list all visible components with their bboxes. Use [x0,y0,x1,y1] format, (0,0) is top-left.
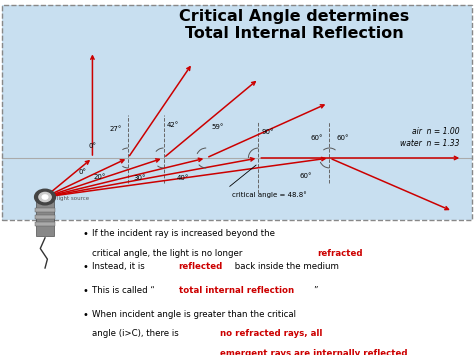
Text: air  n = 1.00: air n = 1.00 [412,127,460,136]
Text: 0°: 0° [89,143,96,149]
Text: This is called “: This is called “ [92,286,155,295]
Circle shape [35,189,55,205]
Text: 90°: 90° [262,129,274,135]
Text: angle (i>C), there is: angle (i>C), there is [92,329,182,338]
Text: critical angle = 48.8°: critical angle = 48.8° [232,192,307,198]
Text: back inside the medium: back inside the medium [232,262,339,271]
Text: 59°: 59° [212,124,224,130]
Bar [2,158,472,220]
Bar [2,5,472,220]
Circle shape [42,195,48,199]
Bar [35,208,55,212]
Text: critical angle, the light is no longer: critical angle, the light is no longer [92,248,246,257]
Text: no refracted rays, all: no refracted rays, all [220,329,323,338]
Text: 60°: 60° [310,135,323,141]
Text: 0°: 0° [79,169,87,175]
Text: Critical Angle determines
Total Internal Reflection: Critical Angle determines Total Internal… [179,9,409,41]
Text: •: • [83,229,89,239]
Text: ”: ” [313,286,317,295]
Text: 40°: 40° [176,175,189,181]
Text: 60°: 60° [337,135,349,141]
Bar [2,5,472,158]
Text: 42°: 42° [167,122,179,128]
Text: •: • [83,310,89,320]
Text: reflected: reflected [179,262,223,271]
Text: 20°: 20° [93,174,106,180]
Text: 27°: 27° [110,126,122,132]
Text: •: • [83,286,89,296]
Text: •: • [83,262,89,272]
Text: water  n = 1.33: water n = 1.33 [400,139,460,148]
Text: light source: light source [57,196,89,201]
Bar [35,215,55,219]
Text: emergent rays are internally reflected: emergent rays are internally reflected [220,349,408,355]
Circle shape [39,192,51,202]
Text: When incident angle is greater than the critical: When incident angle is greater than the … [92,310,296,319]
Text: If the incident ray is increased beyond the: If the incident ray is increased beyond … [92,229,275,238]
Text: refracted: refracted [318,248,363,257]
Text: 30°: 30° [134,175,146,181]
Bar [35,222,55,226]
Bar [36,201,54,236]
Text: Instead, it is: Instead, it is [92,262,148,271]
Text: total internal reflection: total internal reflection [179,286,294,295]
Text: 60°: 60° [300,173,312,179]
